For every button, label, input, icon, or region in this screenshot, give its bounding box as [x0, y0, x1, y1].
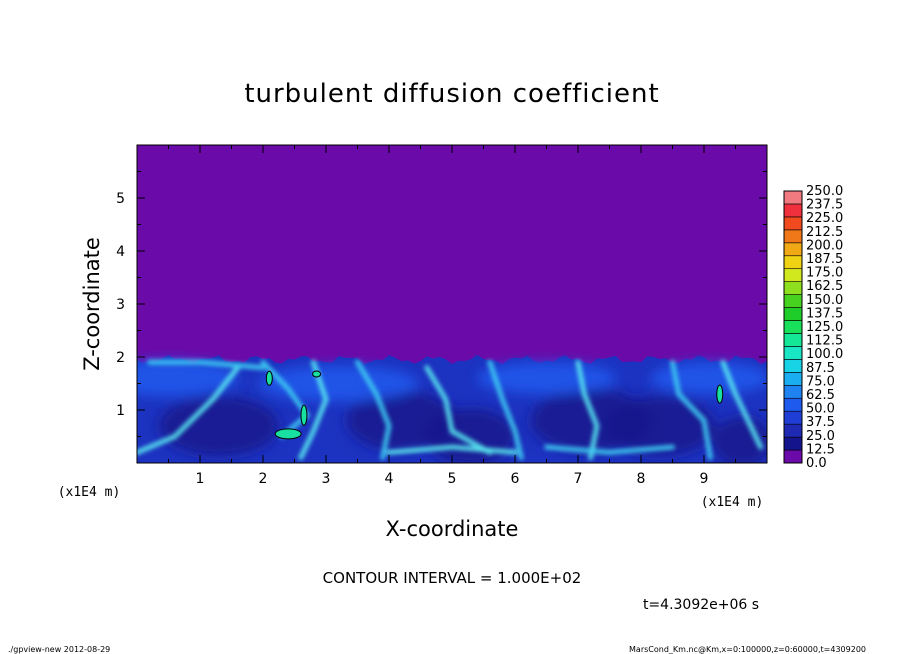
colorbar-swatch	[783, 242, 803, 257]
colorbar-swatch	[783, 359, 803, 373]
contour-interval-text: CONTOUR INTERVAL = 1.000E+02	[323, 569, 582, 587]
colorbar-level-label: 87.5	[806, 361, 835, 376]
colorbar-frame	[783, 190, 803, 464]
colorbar-level-label: 75.0	[806, 374, 835, 389]
plume-streaks	[137, 359, 764, 461]
colorbar-swatch	[783, 320, 803, 334]
vortex-cell	[711, 416, 767, 463]
colorbar-swatch	[783, 384, 803, 399]
colorbar-level-label: 225.0	[806, 211, 843, 226]
y-axis-minor-ticks	[137, 144, 767, 464]
colorbar-level-label: 200.0	[806, 238, 843, 253]
colorbar-swatch	[783, 346, 803, 360]
colorbar-swatch	[783, 372, 803, 386]
time-text: t=4.3092e+06 s	[643, 597, 759, 613]
colorbar-swatch	[783, 423, 803, 438]
plume-streak	[544, 444, 675, 455]
colorbar-swatch	[783, 397, 803, 412]
plume-streak	[147, 359, 266, 371]
heatmap-plot-area	[137, 145, 767, 463]
x-axis-minor-ticks	[136, 145, 768, 463]
colorbar-swatch	[783, 216, 803, 231]
colorbar-level-label: 250.0	[806, 184, 843, 199]
footer-right-text: MarsCond_Km.nc@Km,x=0:100000,z=0:60000,t…	[629, 645, 866, 654]
plume-streak	[260, 359, 311, 439]
contour-line	[716, 384, 724, 404]
colorbar-swatch	[783, 255, 803, 270]
colorbar-swatch	[783, 307, 803, 321]
y-axis-label: Z-coordinate	[80, 237, 104, 371]
x-tick-label: 1	[196, 471, 205, 487]
y-tick-label: 2	[116, 350, 125, 366]
vortex-cell	[604, 395, 715, 456]
x-tick-label: 8	[637, 471, 646, 487]
plume-streak	[424, 365, 493, 455]
x-tick-label: 7	[574, 471, 583, 487]
y-tick-label: 4	[116, 244, 125, 260]
plot-axes: 1 2 3 4 5 6 7 8 9 1 2 3 4 5	[116, 144, 768, 487]
boundary-layer-region	[137, 354, 767, 463]
colorbar-level-label: 50.0	[806, 402, 835, 417]
colorbar-swatch	[783, 410, 803, 425]
contour-line	[300, 404, 308, 426]
colorbar-swatch	[783, 294, 803, 308]
plume-streak	[720, 359, 764, 450]
colorbar-swatch	[783, 449, 803, 464]
colorbar-level-label: 150.0	[806, 293, 843, 308]
vortex-cell	[258, 365, 419, 402]
colorbar-level-label: 237.5	[806, 198, 843, 213]
plume-streak	[575, 359, 600, 461]
colorbar-swatch	[783, 333, 803, 347]
colorbar-level-label: 112.5	[806, 334, 843, 349]
colorbar-level-label: 37.5	[806, 415, 835, 430]
x-tick-label: 5	[448, 471, 457, 487]
footer-left-text: ./gpview-new 2012-08-29	[8, 645, 110, 654]
colorbar-swatch	[783, 229, 803, 244]
colorbar-swatch	[783, 268, 803, 282]
vortex-cell	[158, 395, 279, 456]
colorbar-level-label: 125.0	[806, 320, 843, 335]
chart-title: turbulent diffusion coefficient	[244, 79, 659, 109]
x-tick-label: 3	[322, 471, 331, 487]
colorbar-level-label: 12.5	[806, 442, 835, 457]
y-unit-label: (x1E4 m)	[58, 485, 121, 500]
x-tick-label: 9	[700, 471, 709, 487]
x-tick-label: 6	[511, 471, 520, 487]
x-axis-label: X-coordinate	[386, 517, 519, 541]
colorbar-level-label: 100.0	[806, 347, 843, 362]
colorbar-level-label: 162.5	[806, 279, 843, 294]
y-tick-label: 1	[116, 403, 125, 419]
plume-streak	[487, 359, 524, 461]
plume-streak	[137, 365, 241, 455]
colorbar-swatch	[783, 190, 803, 205]
colorbar-swatch	[783, 436, 803, 451]
y-tick-label: 3	[116, 297, 125, 313]
y-tick-label: 5	[116, 191, 125, 207]
colorbar: 0.012.525.037.550.062.575.087.5100.0112.…	[783, 184, 843, 471]
plume-streak	[298, 359, 329, 461]
plume-streak	[670, 359, 713, 461]
colorbar-swatch	[783, 281, 803, 295]
contour-line	[312, 370, 322, 378]
colorbar-level-label: 187.5	[806, 252, 843, 267]
colorbar-level-label: 62.5	[806, 388, 835, 403]
plume-streak	[355, 359, 392, 461]
x-tick-label: 2	[259, 471, 268, 487]
x-unit-label: (x1E4 m)	[701, 495, 764, 510]
colorbar-swatch	[783, 203, 803, 218]
vortex-cell	[137, 360, 239, 397]
colorbar-level-label: 25.0	[806, 429, 835, 444]
contour-line	[265, 370, 273, 386]
plume-streak	[386, 444, 518, 455]
vortex-cell	[425, 408, 516, 463]
vortex-cell	[650, 362, 767, 395]
colorbar-level-label: 137.5	[806, 306, 843, 321]
colorbar-level-label: 212.5	[806, 225, 843, 240]
colorbar-level-label: 175.0	[806, 266, 843, 281]
contour-line	[274, 428, 302, 440]
x-tick-label: 4	[385, 471, 394, 487]
colorbar-level-label: 0.0	[806, 456, 827, 471]
